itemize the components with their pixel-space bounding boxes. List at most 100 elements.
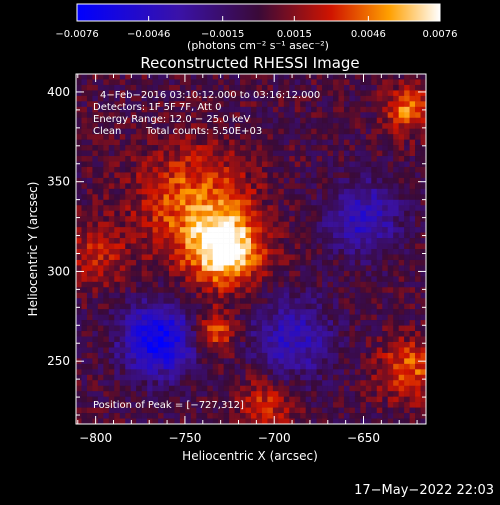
heatmap-pixel bbox=[97, 303, 104, 310]
heatmap-pixel bbox=[103, 363, 110, 370]
heatmap-pixel bbox=[393, 276, 399, 283]
heatmap-pixel bbox=[190, 188, 197, 195]
heatmap-pixel bbox=[338, 276, 345, 283]
heatmap-pixel bbox=[322, 243, 328, 250]
heatmap-pixel bbox=[261, 303, 268, 310]
heatmap-pixel bbox=[278, 396, 285, 403]
heatmap-pixel bbox=[349, 396, 356, 403]
heatmap-pixel bbox=[147, 276, 153, 283]
heatmap-pixel bbox=[174, 227, 181, 233]
heatmap-pixel bbox=[349, 166, 356, 173]
heatmap-pixel bbox=[322, 331, 328, 337]
heatmap-pixel bbox=[311, 402, 317, 408]
heatmap-pixel bbox=[289, 188, 296, 195]
heatmap-pixel bbox=[322, 385, 328, 392]
heatmap-pixel bbox=[92, 385, 99, 392]
heatmap-pixel bbox=[371, 117, 378, 124]
heatmap-pixel bbox=[327, 418, 334, 425]
heatmap-pixel bbox=[278, 183, 285, 190]
heatmap-pixel bbox=[311, 177, 317, 184]
heatmap-pixel bbox=[294, 418, 301, 425]
heatmap-pixel bbox=[229, 413, 235, 419]
heatmap-pixel bbox=[251, 139, 257, 146]
heatmap-pixel bbox=[338, 128, 345, 135]
heatmap-pixel bbox=[305, 156, 312, 162]
heatmap-pixel bbox=[81, 101, 88, 108]
heatmap-pixel bbox=[245, 95, 252, 102]
heatmap-pixel bbox=[86, 106, 93, 113]
heatmap-pixel bbox=[92, 210, 99, 217]
heatmap-pixel bbox=[168, 188, 175, 195]
heatmap-pixel bbox=[393, 265, 399, 272]
heatmap-pixel bbox=[278, 369, 285, 376]
heatmap-pixel bbox=[261, 199, 268, 206]
heatmap-pixel bbox=[76, 418, 82, 425]
heatmap-pixel bbox=[267, 298, 274, 304]
heatmap-pixel bbox=[108, 156, 115, 162]
heatmap-pixel bbox=[245, 123, 252, 129]
y-axis-label: Heliocentric Y (arcsec) bbox=[26, 182, 40, 317]
heatmap-pixel bbox=[289, 205, 296, 212]
heatmap-pixel bbox=[393, 314, 399, 321]
heatmap-pixel bbox=[234, 276, 241, 283]
heatmap-pixel bbox=[316, 74, 323, 80]
heatmap-pixel bbox=[81, 270, 88, 277]
heatmap-pixel bbox=[201, 205, 208, 212]
heatmap-pixel bbox=[207, 166, 214, 173]
heatmap-pixel bbox=[223, 254, 230, 261]
heatmap-pixel bbox=[207, 156, 214, 162]
heatmap-pixel bbox=[300, 150, 306, 157]
heatmap-pixel bbox=[420, 363, 427, 370]
heatmap-pixel bbox=[251, 303, 257, 310]
heatmap-pixel bbox=[415, 74, 421, 80]
heatmap-pixel bbox=[234, 249, 241, 255]
heatmap-pixel bbox=[409, 287, 416, 294]
heatmap-pixel bbox=[229, 150, 235, 157]
heatmap-pixel bbox=[371, 194, 378, 201]
heatmap-pixel bbox=[158, 95, 164, 102]
heatmap-pixel bbox=[327, 177, 334, 184]
heatmap-pixel bbox=[234, 413, 241, 419]
heatmap-pixel bbox=[316, 166, 323, 173]
heatmap-pixel bbox=[349, 194, 356, 201]
heatmap-pixel bbox=[338, 303, 345, 310]
heatmap-pixel bbox=[267, 374, 274, 381]
heatmap-pixel bbox=[360, 254, 367, 261]
heatmap-pixel bbox=[163, 216, 170, 222]
heatmap-pixel bbox=[305, 298, 312, 304]
heatmap-pixel bbox=[212, 188, 219, 195]
heatmap-pixel bbox=[305, 341, 312, 348]
heatmap-pixel bbox=[229, 287, 235, 294]
heatmap-pixel bbox=[382, 369, 389, 376]
heatmap-pixel bbox=[76, 205, 82, 212]
heatmap-pixel bbox=[333, 205, 339, 212]
heatmap-pixel bbox=[245, 303, 252, 310]
heatmap-pixel bbox=[316, 298, 323, 304]
heatmap-pixel bbox=[158, 402, 164, 408]
heatmap-pixel bbox=[387, 112, 394, 119]
heatmap-pixel bbox=[97, 281, 104, 288]
heatmap-pixel bbox=[190, 199, 197, 206]
heatmap-pixel bbox=[393, 341, 399, 348]
heatmap-pixel bbox=[415, 374, 421, 381]
heatmap-pixel bbox=[256, 134, 263, 140]
heatmap-pixel bbox=[294, 254, 301, 261]
heatmap-pixel bbox=[229, 336, 235, 343]
heatmap-pixel bbox=[76, 391, 82, 397]
heatmap-pixel bbox=[283, 254, 290, 261]
heatmap-pixel bbox=[86, 74, 93, 80]
heatmap-pixel bbox=[158, 320, 164, 326]
heatmap-pixel bbox=[251, 287, 257, 294]
heatmap-pixel bbox=[229, 402, 235, 408]
heatmap-pixel bbox=[387, 216, 394, 222]
heatmap-pixel bbox=[294, 74, 301, 80]
heatmap-pixel bbox=[185, 243, 192, 250]
heatmap-pixel bbox=[409, 380, 416, 387]
heatmap-pixel bbox=[311, 128, 317, 135]
heatmap-pixel bbox=[289, 292, 296, 299]
heatmap-pixel bbox=[409, 194, 416, 201]
heatmap-pixel bbox=[278, 79, 285, 86]
heatmap-pixel bbox=[311, 150, 317, 157]
heatmap-pixel bbox=[256, 161, 263, 168]
heatmap-pixel bbox=[201, 380, 208, 387]
